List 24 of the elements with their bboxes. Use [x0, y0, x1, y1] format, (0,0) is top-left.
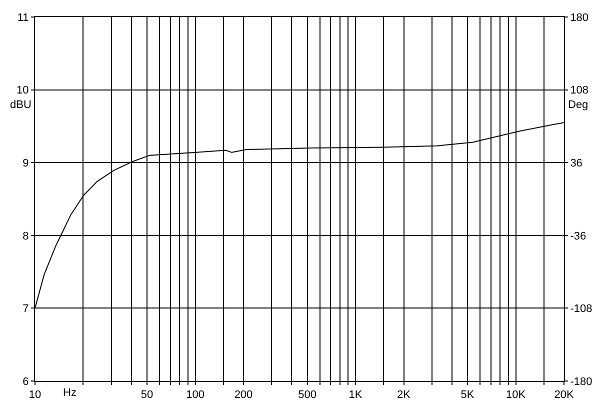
y2-axis-title: Deg [568, 99, 588, 111]
x-tick-label: 5K [460, 389, 475, 402]
y-tick-label: 10 [16, 84, 29, 97]
x-tick-label: 50 [140, 389, 154, 402]
y-tick-label: 9 [22, 157, 29, 170]
y2-tick-label: 180 [570, 12, 589, 24]
x-tick-label: 100 [186, 389, 204, 402]
x-tick-label: 2K [397, 389, 412, 402]
x-tick-label: 1K [348, 389, 363, 402]
y-tick-label: 6 [22, 376, 29, 388]
y-tick-label: 11 [17, 12, 29, 24]
x-tick-label: 200 [234, 389, 253, 402]
y-axis-title: dBU [10, 99, 32, 111]
y2-tick-label: 108 [570, 84, 589, 97]
x-tick-label: 500 [298, 389, 316, 402]
x-axis-title: Hz [63, 387, 76, 399]
x-tick-label: 20K [554, 389, 574, 402]
x-tick-label: 10K [506, 389, 526, 402]
y2-tick-label: 36 [570, 157, 582, 170]
y2-tick-label: -180 [570, 376, 592, 388]
y-tick-label: 7 [22, 303, 29, 316]
y2-tick-label: -108 [570, 303, 592, 316]
y2-tick-label: -36 [570, 230, 586, 242]
y-tick-label: 8 [22, 230, 29, 242]
